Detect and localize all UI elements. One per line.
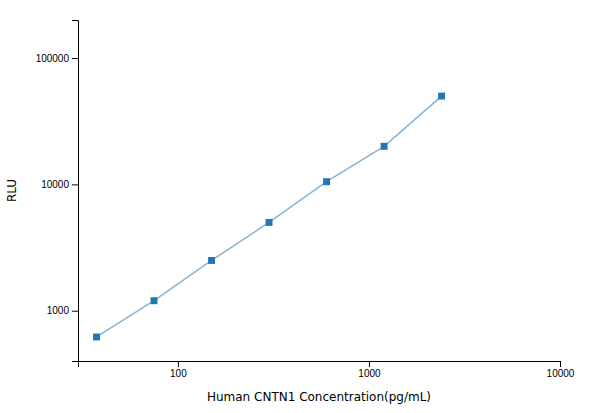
y-axis-line xyxy=(72,21,79,362)
y-axis-title: RLU xyxy=(5,179,19,202)
x-tick: 1000 xyxy=(358,361,381,379)
x-tick-mark xyxy=(560,361,561,367)
point xyxy=(381,143,388,150)
point xyxy=(266,219,273,226)
y-tick-mark xyxy=(72,184,78,185)
point xyxy=(151,297,158,304)
chart-container: 100 1000 10000 1000 10000 100000 Human CNTN1 C… xyxy=(0,0,590,413)
point xyxy=(323,178,330,185)
x-tick-mark xyxy=(369,361,370,367)
chart: 100 1000 10000 1000 10000 100000 Human CNTN1 C… xyxy=(0,0,590,413)
y-tick: 1000 xyxy=(47,305,78,316)
point xyxy=(438,93,445,100)
y-tick-mark xyxy=(72,311,78,312)
x-tick-label: 1000 xyxy=(358,368,381,379)
point xyxy=(93,333,100,340)
y-tick-label: 10000 xyxy=(41,179,69,190)
x-tick: 10000 xyxy=(547,361,575,379)
x-tick: 100 xyxy=(170,361,187,379)
x-axis: 100 1000 10000 xyxy=(79,361,575,379)
line xyxy=(97,96,442,337)
point xyxy=(208,257,215,264)
x-tick-mark xyxy=(178,361,179,367)
x-tick-label: 100 xyxy=(170,368,187,379)
y-axis: 1000 10000 100000 xyxy=(36,21,79,362)
y-tick-label: 1000 xyxy=(47,305,70,316)
marks xyxy=(93,93,445,341)
x-tick-label: 10000 xyxy=(547,368,575,379)
y-tick: 10000 xyxy=(41,179,78,190)
x-axis-line xyxy=(79,362,561,368)
y-tick-mark xyxy=(72,58,78,59)
x-axis-title: Human CNTN1 Concentration(pg/mL) xyxy=(207,390,431,404)
y-tick-label: 100000 xyxy=(36,53,70,64)
y-tick: 100000 xyxy=(36,53,78,64)
plot: 100 1000 10000 1000 10000 100000 Human CNTN1 C… xyxy=(5,21,575,405)
